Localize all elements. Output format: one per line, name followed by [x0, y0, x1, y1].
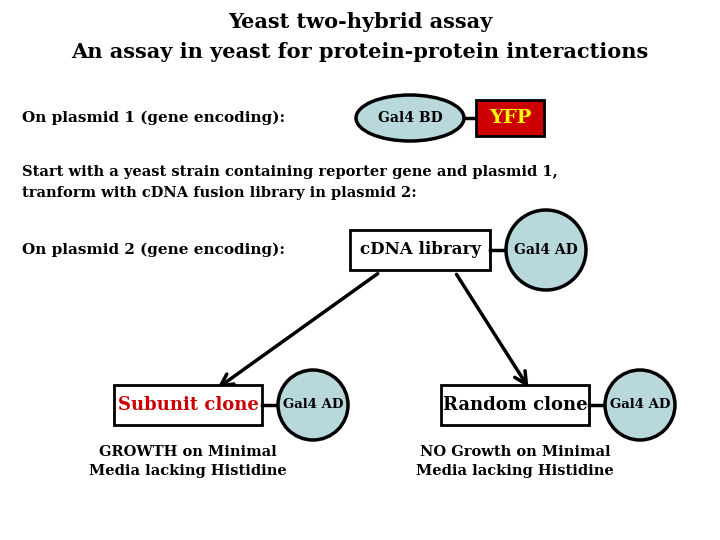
Bar: [476, 100, 544, 136]
Text: GROWTH on Minimal
Media lacking Histidine: GROWTH on Minimal Media lacking Histidin…: [89, 445, 287, 478]
Text: NO Growth on Minimal
Media lacking Histidine: NO Growth on Minimal Media lacking Histi…: [416, 445, 614, 478]
Text: Yeast two-hybrid assay: Yeast two-hybrid assay: [228, 12, 492, 32]
Text: An assay in yeast for protein-protein interactions: An assay in yeast for protein-protein in…: [71, 42, 649, 62]
Bar: [350, 230, 490, 270]
Text: cDNA library: cDNA library: [359, 241, 480, 259]
Circle shape: [506, 210, 586, 290]
Text: Gal4 BD: Gal4 BD: [377, 111, 442, 125]
Bar: [441, 385, 589, 425]
Text: Start with a yeast strain containing reporter gene and plasmid 1,
tranform with : Start with a yeast strain containing rep…: [22, 165, 557, 200]
Ellipse shape: [356, 95, 464, 141]
Text: Gal4 AD: Gal4 AD: [514, 243, 578, 257]
Text: Random clone: Random clone: [443, 396, 588, 414]
Text: Gal4 AD: Gal4 AD: [283, 399, 343, 411]
Text: YFP: YFP: [489, 109, 531, 127]
Circle shape: [278, 370, 348, 440]
Text: Subunit clone: Subunit clone: [117, 396, 258, 414]
Circle shape: [605, 370, 675, 440]
Bar: [114, 385, 262, 425]
Text: On plasmid 1 (gene encoding):: On plasmid 1 (gene encoding):: [22, 111, 285, 125]
Text: On plasmid 2 (gene encoding):: On plasmid 2 (gene encoding):: [22, 243, 285, 257]
Text: Gal4 AD: Gal4 AD: [610, 399, 670, 411]
